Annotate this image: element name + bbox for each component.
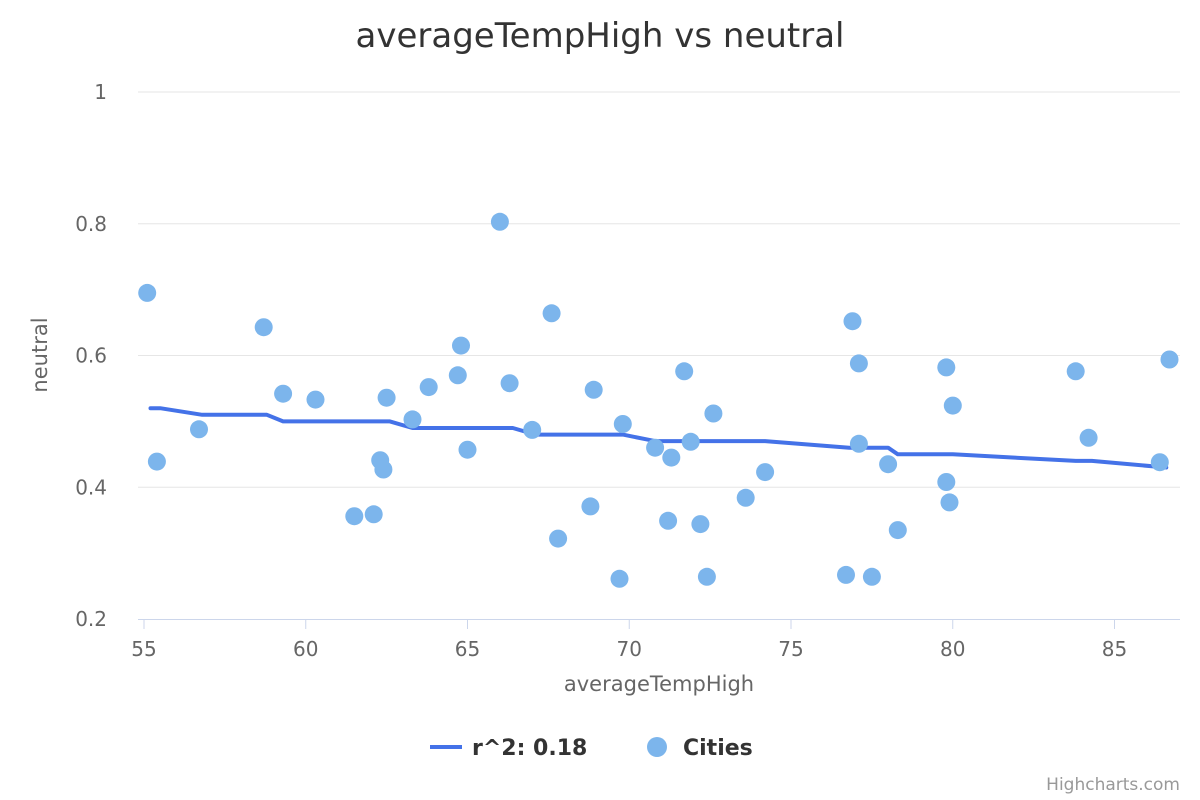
- legend-label-regression: r^2: 0.18: [472, 736, 587, 761]
- city-point: [452, 336, 470, 355]
- city-point: [879, 455, 898, 474]
- city-point: [403, 410, 422, 429]
- city-point: [659, 511, 678, 530]
- x-tick-label: 85: [1102, 637, 1127, 661]
- city-point: [849, 354, 868, 373]
- city-point: [374, 460, 393, 479]
- city-point: [190, 420, 208, 439]
- x-tick-label: 80: [940, 637, 965, 661]
- city-point: [364, 505, 383, 524]
- legend-label-cities: Cities: [683, 736, 753, 761]
- city-point: [736, 488, 755, 507]
- city-point: [888, 521, 907, 540]
- city-point: [1150, 453, 1169, 472]
- city-point: [691, 515, 710, 534]
- city-point: [549, 529, 568, 548]
- city-point: [1160, 350, 1179, 369]
- y-tick-label: 1: [94, 80, 107, 104]
- x-tick-label: 60: [293, 637, 318, 661]
- city-point: [756, 463, 775, 482]
- x-tick-label: 65: [455, 637, 480, 661]
- city-point: [500, 374, 519, 393]
- x-axis-title: averageTempHigh: [564, 672, 754, 696]
- city-point: [843, 312, 862, 331]
- city-point: [147, 452, 166, 471]
- legend-marker-swatch: [647, 737, 667, 757]
- city-point: [306, 390, 325, 409]
- city-point: [584, 380, 603, 399]
- city-point: [581, 497, 600, 516]
- y-axis-ticks: 0.2 0.4 0.6 0.8 1: [75, 80, 107, 631]
- legend-item-cities[interactable]: Cities: [647, 736, 753, 761]
- plot-area: [138, 212, 1179, 588]
- city-point: [542, 304, 561, 323]
- city-point: [448, 366, 467, 385]
- city-point: [704, 404, 723, 423]
- y-axis-title: neutral: [28, 317, 52, 392]
- city-point: [254, 318, 273, 337]
- city-point: [943, 396, 962, 415]
- x-tick-label: 75: [778, 637, 803, 661]
- y-tick-label: 0.6: [75, 344, 107, 368]
- legend-item-regression[interactable]: r^2: 0.18: [430, 736, 587, 761]
- city-point: [681, 432, 700, 451]
- credits-link[interactable]: Highcharts.com: [1046, 775, 1180, 795]
- city-point: [490, 212, 509, 231]
- city-point: [345, 507, 364, 526]
- city-point: [662, 448, 681, 467]
- y-tick-label: 0.2: [75, 607, 107, 631]
- x-axis-ticks: 55 60 65 70 75 80 85: [131, 619, 1127, 661]
- city-point: [937, 473, 956, 491]
- city-point: [274, 384, 293, 403]
- x-tick-label: 55: [131, 637, 156, 661]
- city-point: [849, 434, 868, 453]
- city-point: [458, 440, 477, 459]
- city-point: [613, 415, 632, 433]
- city-point: [646, 438, 665, 457]
- city-point: [377, 388, 396, 407]
- city-point: [138, 283, 157, 302]
- city-point: [610, 569, 629, 588]
- city-point: [937, 358, 956, 377]
- city-point: [697, 567, 716, 586]
- city-point: [523, 420, 542, 439]
- y-tick-label: 0.4: [75, 475, 107, 499]
- regression-line: [148, 406, 1169, 470]
- city-point: [862, 567, 881, 586]
- city-point: [675, 362, 694, 381]
- city-point: [940, 493, 959, 512]
- grid-lines: [138, 91, 1180, 488]
- y-tick-label: 0.8: [75, 212, 107, 236]
- chart-title: averageTempHigh vs neutral: [356, 16, 845, 56]
- city-point: [1066, 362, 1085, 381]
- legend[interactable]: r^2: 0.18 Cities: [430, 736, 753, 761]
- city-point: [419, 378, 438, 397]
- x-tick-label: 70: [617, 637, 642, 661]
- city-point: [837, 565, 855, 584]
- city-point: [1079, 428, 1098, 447]
